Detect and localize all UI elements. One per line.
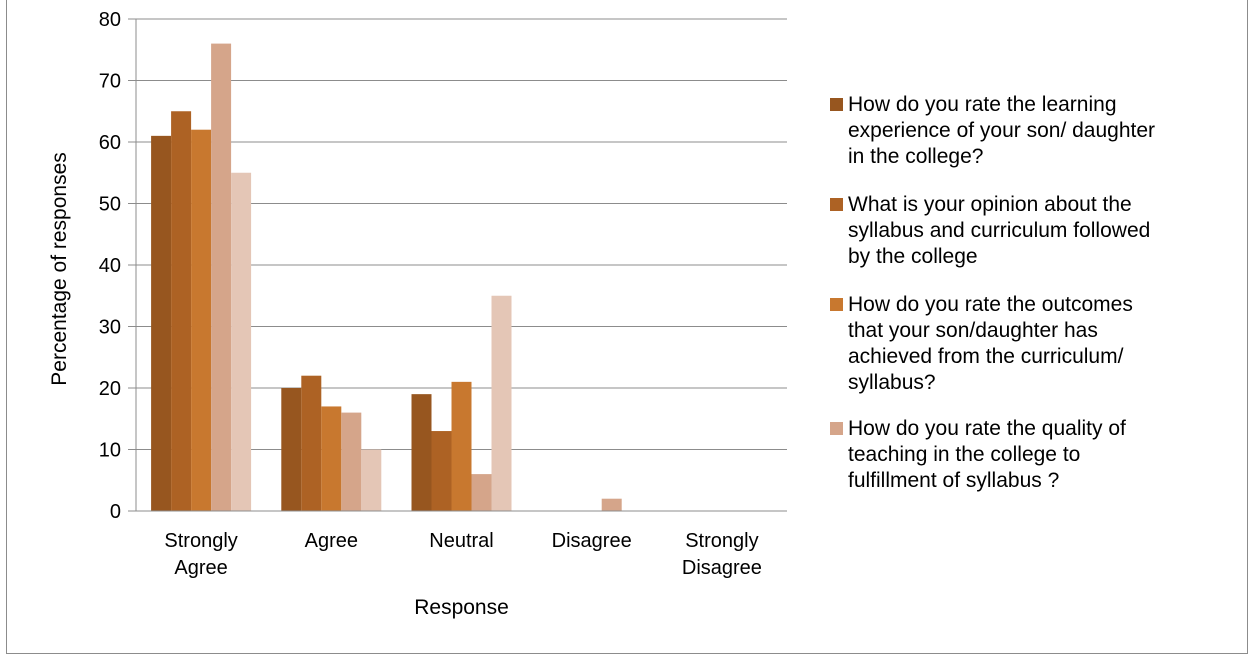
y-tick-label: 70 [99,71,121,93]
y-tick-label: 0 [110,501,121,523]
bar [211,43,232,511]
legend-label-line: in the college? [848,145,984,168]
legend-label-line: fulfillment of syllabus ? [848,469,1060,492]
y-axis-title: Percentage of responses [48,152,71,385]
bar [411,394,432,511]
legend-label-line: What is your opinion about the [848,193,1132,216]
legend-swatch [830,198,843,211]
x-tick-label: Disagree [682,557,762,579]
y-tick-label: 40 [99,255,121,277]
y-tick-label: 10 [99,440,121,462]
chart-legend: How do you rate the learning experience o… [830,92,1230,494]
legend-label-line: How do you rate the learning [848,93,1117,116]
bar [491,295,512,511]
bar [431,431,452,511]
x-tick-label: Neutral [429,530,493,552]
bar [601,498,622,511]
legend-item: How do you rate the learning experience o… [830,92,1230,170]
y-tick-label: 80 [99,9,121,31]
bar [171,111,192,511]
legend-label-line: by the college [848,245,978,268]
legend-label-line: How do you rate the outcomes [848,293,1133,316]
legend-item: What is your opinion about the syllabus a… [830,192,1230,270]
bar [301,375,322,511]
legend-label-line: experience of your son/ daughter [848,119,1156,142]
legend-label-line: achieved from the curriculum/ [848,345,1124,368]
legend-swatch [830,298,843,311]
bar [281,388,302,511]
bar [361,449,382,511]
x-tick-label: Strongly [164,530,237,552]
x-tick-label: Agree [305,530,358,552]
bar [151,135,172,511]
x-tick-label: Agree [174,557,227,579]
bar [231,172,252,511]
y-tick-label: 60 [99,132,121,154]
x-tick-label: Strongly [685,530,758,552]
y-tick-label: 30 [99,317,121,339]
bar [341,412,362,511]
legend-item: How do you rate the outcomes that your so… [830,292,1230,396]
legend-label-line: syllabus? [848,371,936,394]
y-tick-label: 20 [99,378,121,400]
legend-swatch [830,98,843,111]
legend-label-line: that your son/daughter has [848,319,1098,342]
legend-label-line: teaching in the college to [848,443,1081,466]
bar [471,474,492,511]
legend-swatch [830,422,843,435]
bar [451,381,472,511]
bar [191,129,212,511]
x-axis-title: Response [414,596,509,619]
legend-item: How do you rate the quality of teaching i… [830,416,1230,494]
x-tick-label: Disagree [552,530,632,552]
y-tick-label: 50 [99,194,121,216]
legend-label-line: How do you rate the quality of [848,417,1126,440]
legend-label-line: syllabus and curriculum followed [848,219,1151,242]
bar [321,406,342,511]
